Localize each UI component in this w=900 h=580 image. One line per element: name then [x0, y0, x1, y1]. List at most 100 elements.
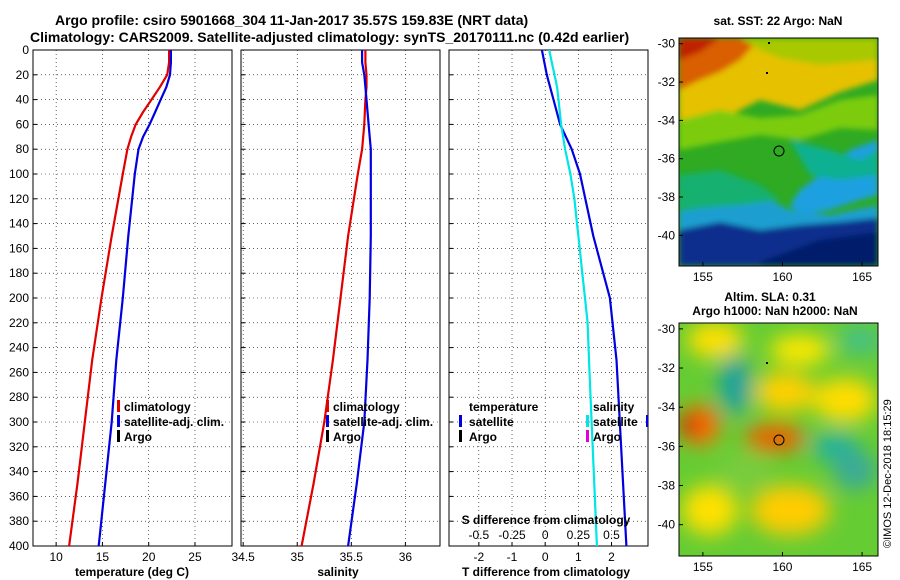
- salinity-panel: 34.5 35 35.5 36 salinity climatology satell…: [231, 49, 441, 579]
- sst-map-ticks: 155 160 165 -30 -32 -34 -36 -38 -40: [658, 37, 873, 284]
- salinity-axis-label: salinity: [317, 565, 359, 579]
- difference-panel: -2 -1 0 1 2 -0.5 -0.25 0 0.25 0.5 S difference f…: [448, 49, 649, 579]
- depth-tick-label: 0: [22, 43, 29, 57]
- depth-tick-label: 360: [9, 489, 29, 503]
- depth-tick-label: 400: [9, 539, 29, 553]
- legend-salinity-satellite-swatch: [586, 415, 589, 427]
- legend-temperature-heading: temperature: [469, 400, 539, 414]
- depth-tick-label: 220: [9, 316, 29, 330]
- sla-map-title: Altim. SLA: 0.31: [724, 290, 816, 304]
- salinity-grid: [241, 49, 440, 547]
- temperature-difference-axis-label: T difference from climatology: [462, 565, 630, 579]
- latitude-tick-label: -32: [658, 361, 676, 375]
- sst-map-title: sat. SST: 22 Argo: NaN: [714, 14, 843, 28]
- latitude-tick-label: -38: [658, 479, 676, 493]
- latitude-tick-label: -30: [658, 322, 676, 336]
- latitude-tick-label: -34: [658, 113, 676, 127]
- legend-climatology-label: climatology: [333, 400, 400, 414]
- series-line-satellite-adj-clim-: [97, 50, 172, 546]
- legend-temperature-argo-swatch: [459, 430, 462, 442]
- depth-tick-label: 300: [9, 415, 29, 429]
- depth-tick-label: 240: [9, 341, 29, 355]
- depth-tick-label: 340: [9, 465, 29, 479]
- salinity-difference-tick-label: 0: [542, 528, 549, 542]
- latitude-tick-label: -36: [658, 152, 676, 166]
- legend-argo-swatch: [117, 430, 120, 442]
- temperature-tick-label: 25: [188, 550, 202, 564]
- latitude-tick-label: -36: [658, 439, 676, 453]
- legend-edge-marker: [646, 415, 648, 427]
- legend-salinity-argo-label: Argo: [593, 430, 621, 444]
- temperature-axis-label: temperature (deg C): [75, 565, 189, 579]
- difference-tick-label: -1: [507, 550, 518, 564]
- legend-satellite-label: satellite-adj. clim.: [124, 415, 224, 429]
- depth-tick-label: 380: [9, 514, 29, 528]
- series-line-satellite-adj-clim-: [347, 50, 372, 546]
- series-line-climatology: [300, 50, 368, 546]
- legend-salinity-argo-swatch: [586, 430, 589, 442]
- legend-satellite-label: satellite-adj. clim.: [333, 415, 433, 429]
- legend-climatology-label: climatology: [124, 400, 191, 414]
- profile-location-marker: [773, 145, 785, 157]
- difference-tick-label: 1: [575, 550, 582, 564]
- salinity-difference-tick-labels: -0.5 -0.25 0 0.25 0.5: [469, 528, 621, 542]
- temperature-tick-labels: 10 15 20 25: [49, 550, 202, 564]
- imos-watermark: ©IMOS 12-Dec-2018 18:15:29: [882, 399, 894, 548]
- latitude-tick-label: -32: [658, 75, 676, 89]
- longitude-tick-label: 165: [852, 560, 872, 574]
- depth-tick-label: 60: [16, 117, 30, 131]
- difference-plot-frame: [448, 49, 649, 547]
- legend-climatology-swatch: [326, 400, 329, 412]
- temperature-tick-label: 20: [142, 550, 156, 564]
- sla-map-image: [679, 323, 878, 556]
- legend-salinity-satellite-label: satellite: [593, 415, 638, 429]
- legend-temperature-satellite-label: satellite: [469, 415, 514, 429]
- series-line-temperature-satellite: [540, 50, 628, 546]
- latitude-tick-label: -38: [658, 190, 676, 204]
- difference-tick-label: 0: [542, 550, 549, 564]
- series-line-salinity-satellite: [548, 50, 598, 546]
- sst-map-panel: sat. SST: 22 Argo: NaN 155 160 165-30-32-3: [658, 14, 879, 284]
- difference-profiles: [540, 50, 628, 546]
- figure-title-line-1: Argo profile: csiro 5901668_304 11-Jan-2…: [55, 12, 528, 28]
- depth-tick-label: 100: [9, 167, 29, 181]
- figure-title-line-2: Climatology: CARS2009. Satellite-adjuste…: [30, 29, 629, 45]
- depth-tick-label: 180: [9, 266, 29, 280]
- salinity-legend: climatology satellite-adj. clim. Argo: [326, 400, 433, 444]
- legend-argo-label: Argo: [124, 430, 152, 444]
- latitude-tick-label: -30: [658, 37, 676, 51]
- depth-tick-label: 120: [9, 192, 29, 206]
- salinity-tick-label: 34.5: [231, 550, 255, 564]
- salinity-difference-tick-label: -0.25: [498, 528, 526, 542]
- depth-tick-label: 160: [9, 241, 29, 255]
- salinity-tick-label: 35: [291, 550, 305, 564]
- legend-argo-label: Argo: [333, 430, 361, 444]
- temperature-panel: 0 20 40 60 80 100 120 140 160 180 200 220 240 260 280 3…: [9, 43, 233, 579]
- salinity-difference-tick-label: -0.5: [469, 528, 490, 542]
- difference-tick-label: -2: [474, 550, 485, 564]
- depth-tick-labels: 0 20 40 60 80 100 120 140 160 180 200 220 240 260 280 3…: [9, 43, 29, 553]
- depth-tick-label: 200: [9, 291, 29, 305]
- latitude-tick-label: -40: [658, 518, 676, 532]
- temperature-tick-label: 10: [49, 550, 63, 564]
- sla-map-frame: [678, 322, 879, 557]
- legend-satellite-swatch: [117, 415, 120, 427]
- legend-temperature-satellite-swatch: [459, 415, 462, 427]
- longitude-tick-label: 160: [772, 270, 792, 284]
- legend-climatology-swatch: [117, 400, 120, 412]
- depth-tick-label: 320: [9, 440, 29, 454]
- temperature-difference-tick-labels: -2 -1 0 1 2: [474, 550, 616, 564]
- longitude-tick-label: 155: [693, 270, 713, 284]
- salinity-profiles: [300, 50, 372, 546]
- series-line-climatology: [68, 50, 171, 546]
- depth-tick-label: 20: [16, 68, 30, 82]
- sst-map-image: [679, 38, 878, 266]
- depth-tick-label: 40: [16, 93, 30, 107]
- difference-tick-label: 2: [608, 550, 615, 564]
- sst-map-frame: [678, 37, 879, 267]
- salinity-difference-axis-label: S difference from climatology: [462, 513, 631, 527]
- temperature-profiles: [68, 50, 172, 546]
- legend-salinity-heading: salinity: [593, 400, 635, 414]
- latitude-tick-label: -34: [658, 400, 676, 414]
